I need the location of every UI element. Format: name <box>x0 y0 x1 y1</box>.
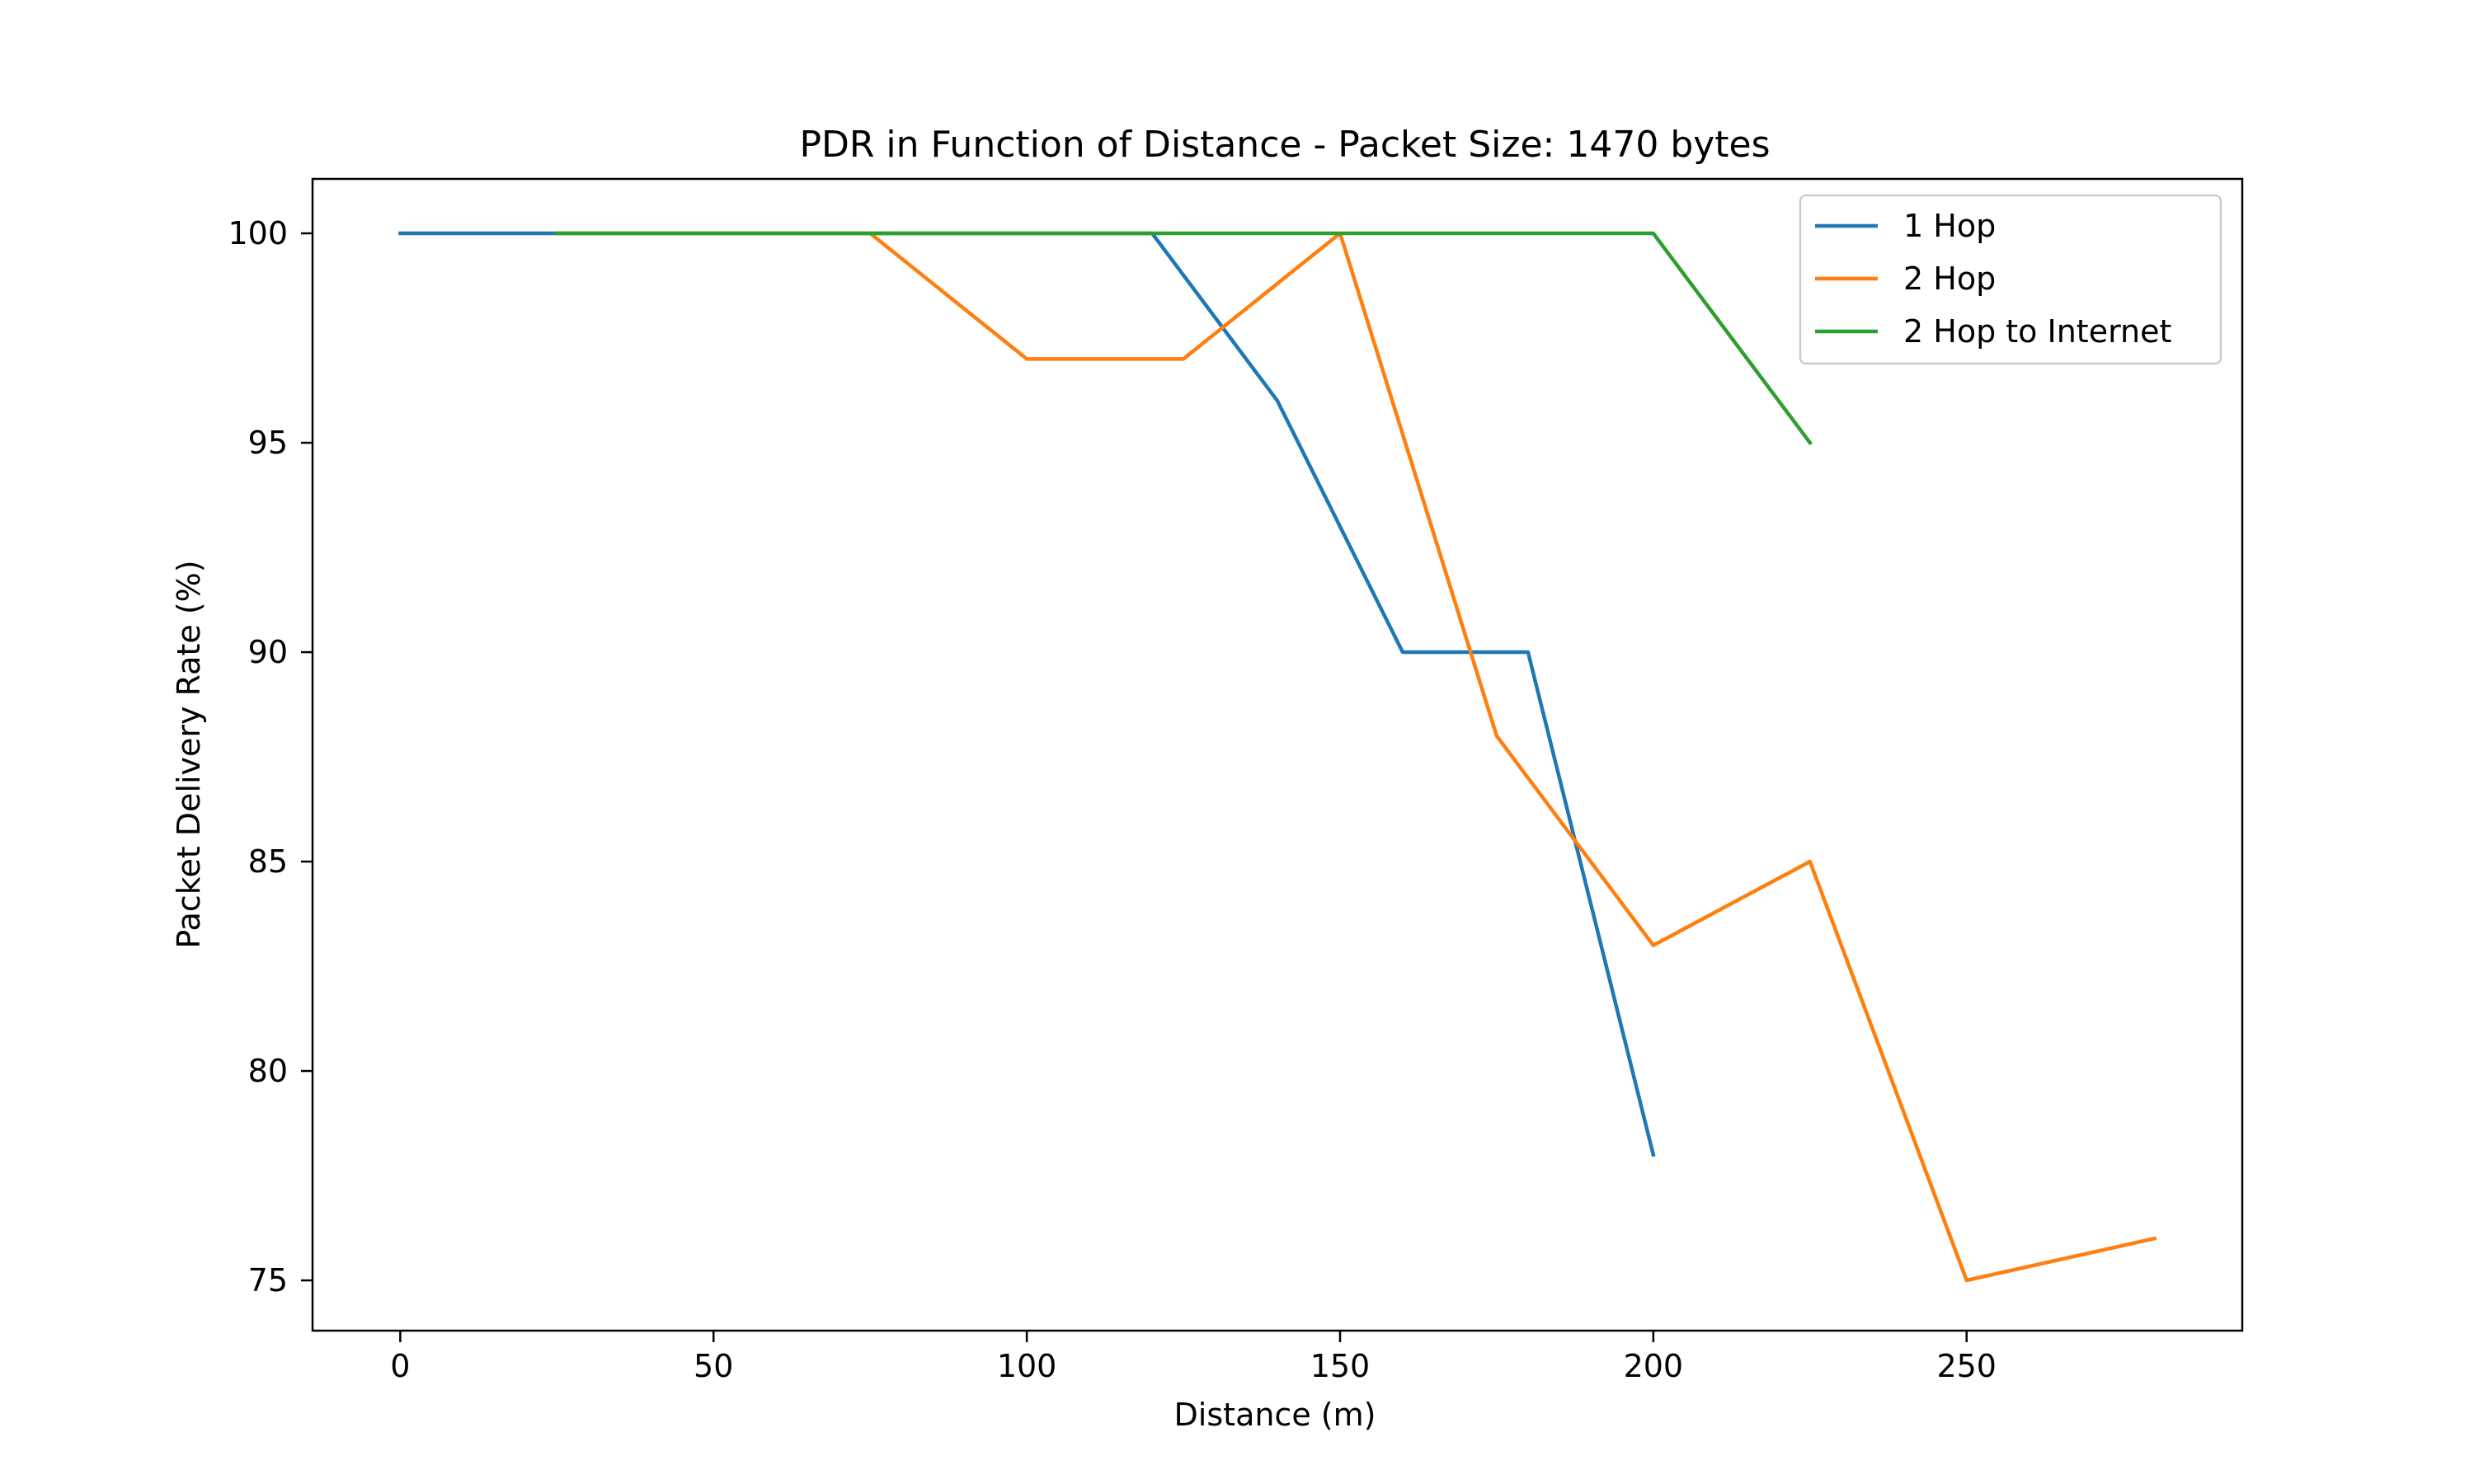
x-axis-label: Distance (m) <box>1174 1397 1376 1433</box>
y-axis: 75 80 85 90 95 100 <box>228 215 313 1298</box>
y-axis-label: Packet Delivery Rate (%) <box>171 560 207 948</box>
plot-lines <box>398 231 2157 1283</box>
legend-box <box>1799 194 2222 365</box>
legend-label-1: 1 Hop <box>1903 208 1996 244</box>
x-tick-label: 200 <box>1624 1348 1684 1384</box>
x-tick-label: 150 <box>1310 1348 1371 1384</box>
plot-frame <box>311 177 2244 1332</box>
y-tick-label: 85 <box>248 843 288 880</box>
x-tick-label: 100 <box>997 1348 1057 1384</box>
y-tick-label: 100 <box>228 215 288 251</box>
chart-title: PDR in Function of Distance - Packet Siz… <box>799 124 1770 166</box>
legend-label-2: 2 Hop <box>1903 261 1996 297</box>
x-tick-label: 250 <box>1936 1348 1997 1384</box>
y-tick-label: 90 <box>248 634 288 670</box>
y-tick-label: 95 <box>248 425 288 461</box>
legend: 1 Hop 2 Hop 2 Hop to Internet <box>1799 194 2222 365</box>
legend-label-3: 2 Hop to Internet <box>1903 313 2171 350</box>
x-tick-label: 0 <box>390 1348 410 1384</box>
series-line-3 <box>555 231 1813 446</box>
x-tick-label: 50 <box>694 1348 733 1384</box>
x-axis: 0 50 100 150 200 250 <box>390 1331 1997 1384</box>
y-tick-label: 75 <box>248 1262 288 1298</box>
y-tick-label: 80 <box>248 1053 288 1089</box>
